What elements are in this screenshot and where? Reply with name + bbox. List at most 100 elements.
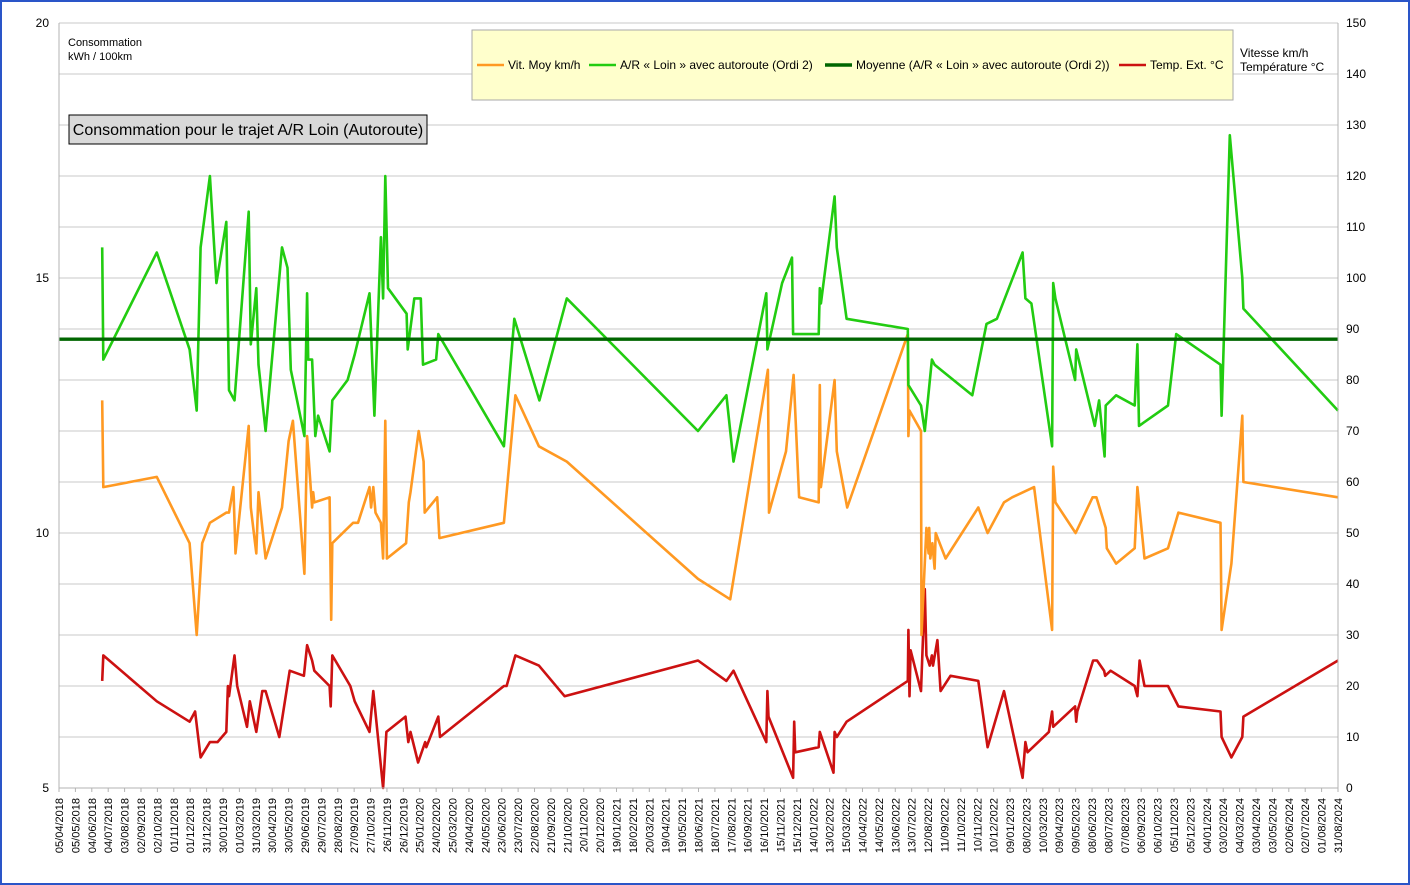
x-tick-label: 13/07/2022 xyxy=(907,798,919,853)
x-tick-label: 20/03/2021 xyxy=(644,798,656,853)
x-tick-label: 31/03/2019 xyxy=(251,798,263,853)
x-tick-label: 14/05/2022 xyxy=(874,798,886,853)
x-tick-label: 25/03/2020 xyxy=(448,798,460,853)
x-tick-label: 14/04/2022 xyxy=(857,798,869,853)
y-right-tick-label: 10 xyxy=(1346,730,1360,744)
x-tick-label: 04/06/2018 xyxy=(87,798,99,853)
y-left-tick-label: 10 xyxy=(36,526,50,540)
x-tick-label: 20/12/2020 xyxy=(595,798,607,853)
x-tick-label: 02/06/2024 xyxy=(1284,798,1296,853)
x-tick-label: 08/02/2023 xyxy=(1021,798,1033,853)
x-tick-label: 29/06/2019 xyxy=(300,798,312,853)
y-right-tick-label: 70 xyxy=(1346,424,1360,438)
y-right-label-line1: Vitesse km/h xyxy=(1240,46,1308,60)
y-left-label-line2: kWh / 100km xyxy=(68,51,132,63)
x-tick-label: 23/06/2020 xyxy=(497,798,509,853)
y-right-tick-label: 60 xyxy=(1346,475,1360,489)
y-right-tick-label: 90 xyxy=(1346,322,1360,336)
x-tick-label: 05/05/2018 xyxy=(70,798,82,853)
x-tick-label: 14/01/2022 xyxy=(808,798,820,853)
y-left-tick-label: 15 xyxy=(36,271,50,285)
x-tick-label: 30/05/2019 xyxy=(284,798,296,853)
x-tick-label: 27/09/2019 xyxy=(349,798,361,853)
x-tick-label: 13/02/2022 xyxy=(825,798,837,853)
x-tick-label: 04/07/2018 xyxy=(103,798,115,853)
x-tick-label: 31/08/2024 xyxy=(1333,798,1345,853)
left-axis-ticks: 20 15 10 5 xyxy=(36,16,50,795)
x-tick-label: 04/01/2024 xyxy=(1202,798,1214,853)
x-tick-label: 31/12/2018 xyxy=(202,798,214,853)
x-tick-label: 01/11/2018 xyxy=(169,798,181,852)
x-tick-label: 25/01/2020 xyxy=(415,798,427,853)
legend-label: Temp. Ext. °C xyxy=(1150,58,1224,72)
y-left-tick-label: 5 xyxy=(42,781,49,795)
legend-item: Vit. Moy km/h xyxy=(477,58,580,72)
x-tick-label: 07/08/2023 xyxy=(1120,798,1132,853)
x-tick-label: 09/01/2023 xyxy=(1005,798,1017,853)
series-line xyxy=(100,587,1339,790)
x-tick-label: 20/11/2020 xyxy=(579,798,591,852)
legend-label: Vit. Moy km/h xyxy=(508,58,580,72)
x-tick-label: 30/04/2019 xyxy=(267,798,279,853)
x-tick-label: 15/12/2021 xyxy=(792,798,804,853)
x-tick-label: 12/08/2022 xyxy=(923,798,935,853)
y-right-tick-label: 0 xyxy=(1346,781,1353,795)
x-tick-label: 01/03/2019 xyxy=(234,798,246,853)
x-tick-label: 08/06/2023 xyxy=(1087,798,1099,853)
x-tick-label: 30/01/2019 xyxy=(218,798,230,853)
x-tick-label: 15/11/2021 xyxy=(775,798,787,852)
x-tick-label: 19/05/2021 xyxy=(677,798,689,853)
series-layer xyxy=(59,133,1339,790)
x-tick-label: 10/11/2022 xyxy=(972,798,984,852)
x-tick-label: 24/02/2020 xyxy=(431,798,443,853)
y-right-tick-label: 110 xyxy=(1346,220,1365,234)
x-tick-label: 03/02/2024 xyxy=(1218,798,1230,853)
y-right-tick-label: 140 xyxy=(1346,67,1366,81)
x-tick-label: 26/12/2019 xyxy=(398,798,410,853)
y-right-tick-label: 100 xyxy=(1346,271,1366,285)
x-tick-label: 05/11/2023 xyxy=(1169,798,1181,852)
x-tick-label: 10/03/2023 xyxy=(1038,798,1050,853)
x-tick-label: 22/08/2020 xyxy=(530,798,542,853)
x-tick-label: 06/10/2023 xyxy=(1153,798,1165,853)
x-tick-label: 05/12/2023 xyxy=(1185,798,1197,853)
y-right-tick-label: 120 xyxy=(1346,169,1366,183)
x-tick-label: 15/03/2022 xyxy=(841,798,853,853)
x-tick-label: 09/05/2023 xyxy=(1071,798,1083,853)
x-tick-label: 28/08/2019 xyxy=(333,798,345,853)
x-tick-label: 13/06/2022 xyxy=(890,798,902,853)
x-tick-label: 23/07/2020 xyxy=(513,798,525,853)
legend-label: A/R « Loin » avec autoroute (Ordi 2) xyxy=(620,58,813,72)
x-tick-label: 16/09/2021 xyxy=(743,798,755,853)
x-tick-label: 10/12/2022 xyxy=(989,798,1001,853)
x-tick-label: 06/09/2023 xyxy=(1136,798,1148,853)
x-tick-label: 05/04/2018 xyxy=(54,798,66,853)
x-tick-label: 08/07/2023 xyxy=(1103,798,1115,853)
y-right-tick-label: 150 xyxy=(1346,16,1366,30)
x-tick-label: 21/09/2020 xyxy=(546,798,558,853)
x-tick-label: 18/06/2021 xyxy=(694,798,706,853)
x-tick-label: 11/09/2022 xyxy=(939,798,951,852)
legend: Vit. Moy km/h A/R « Loin » avec autoroute… xyxy=(471,29,1234,101)
y-right-label-line2: Température °C xyxy=(1240,60,1324,74)
x-tick-label: 03/08/2018 xyxy=(120,798,132,853)
x-tick-label: 02/10/2018 xyxy=(152,798,164,853)
y-left-label-line1: Consommation xyxy=(68,37,142,49)
x-tick-label: 03/05/2024 xyxy=(1267,798,1279,853)
x-tick-label: 17/08/2021 xyxy=(726,798,738,853)
y-right-tick-label: 130 xyxy=(1346,118,1366,132)
grid-lines xyxy=(59,22,1338,789)
x-tick-label: 02/09/2018 xyxy=(136,798,148,853)
x-tick-label: 26/11/2019 xyxy=(382,798,394,852)
x-tick-label: 21/10/2020 xyxy=(562,798,574,853)
x-tick-label: 16/10/2021 xyxy=(759,798,771,853)
x-tick-label: 18/07/2021 xyxy=(710,798,722,853)
x-tick-label: 19/04/2021 xyxy=(661,798,673,853)
x-tick-label: 18/02/2021 xyxy=(628,798,640,853)
x-tick-label: 02/07/2024 xyxy=(1300,798,1312,853)
series-line xyxy=(100,332,1339,637)
x-tick-label: 27/10/2019 xyxy=(366,798,378,853)
x-tick-label: 01/08/2024 xyxy=(1317,798,1329,853)
